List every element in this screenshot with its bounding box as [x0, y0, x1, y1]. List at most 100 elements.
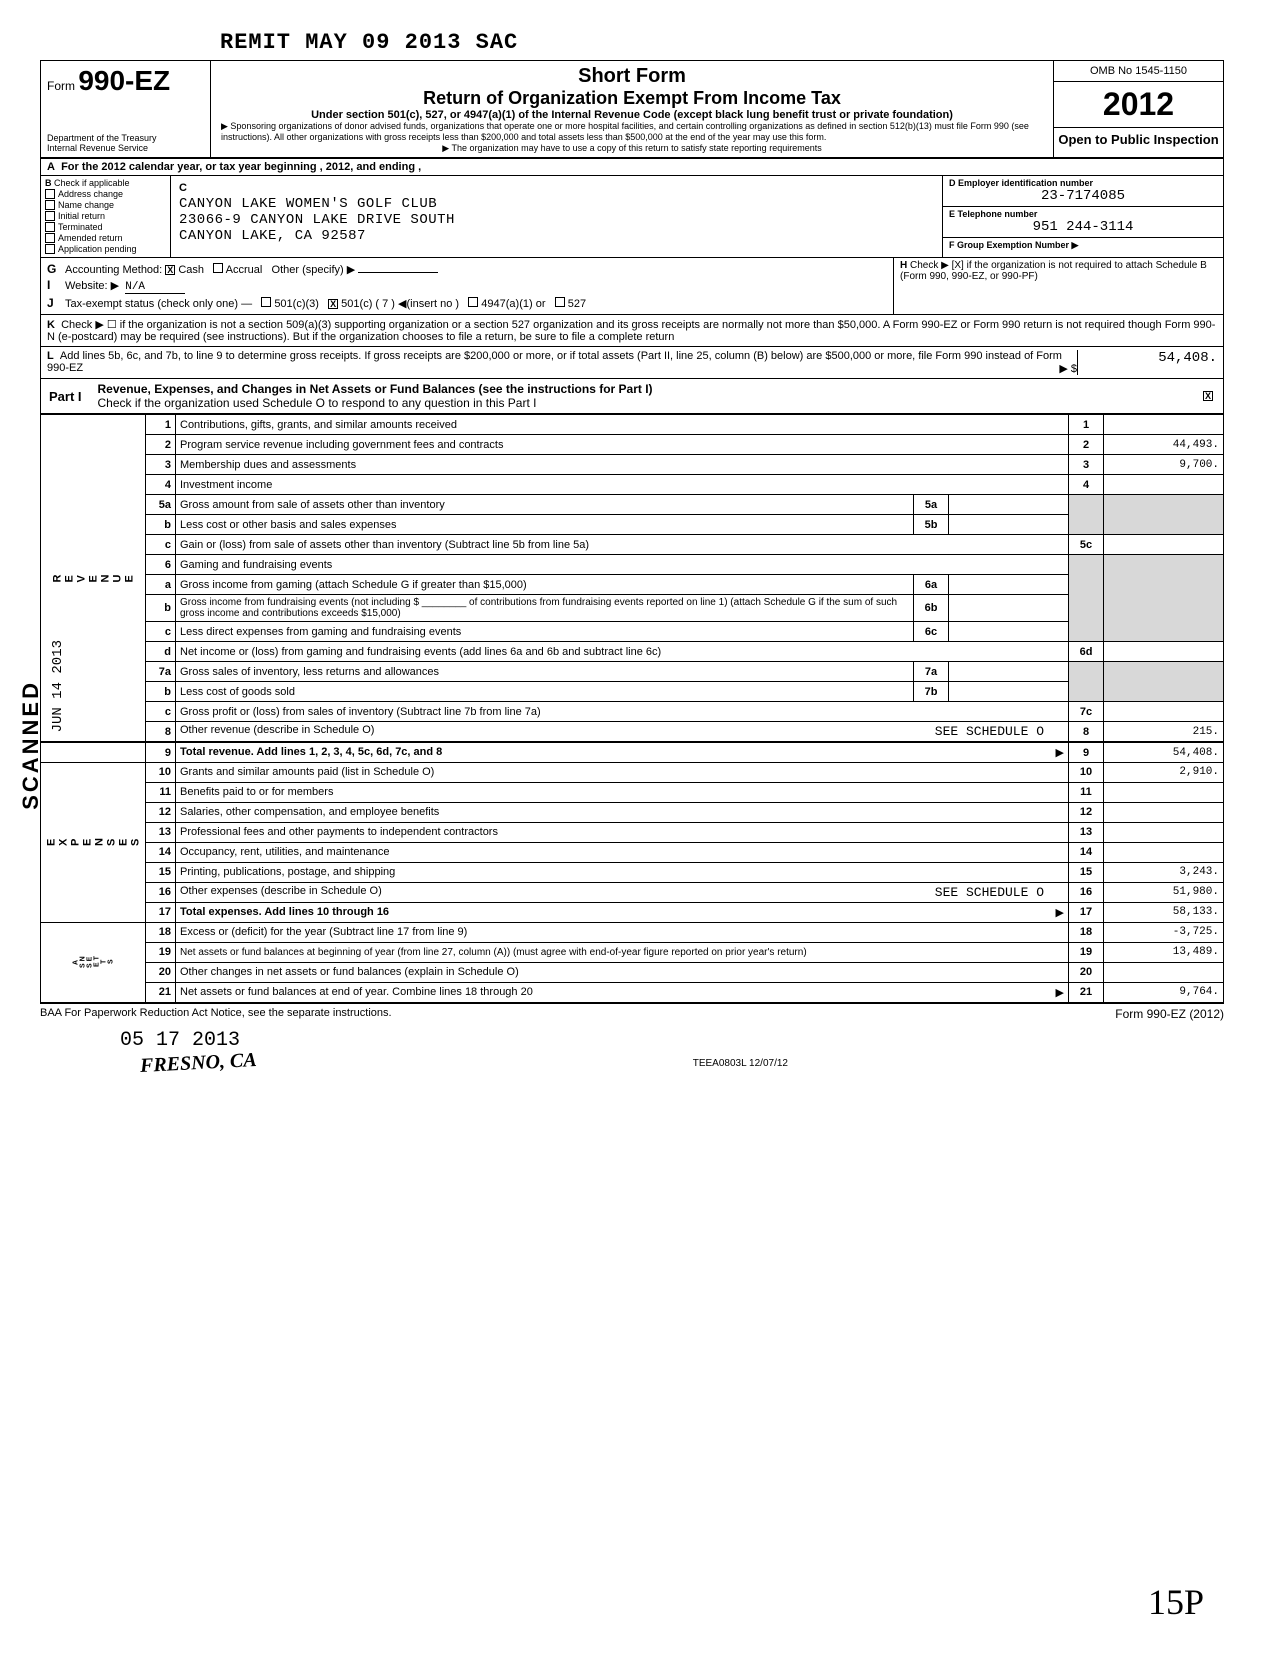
line-7a-desc: Gross sales of inventory, less returns a…	[176, 662, 914, 682]
part-1-title: Revenue, Expenses, and Changes in Net As…	[98, 382, 653, 396]
line-21-desc: Net assets or fund balances at end of ye…	[180, 986, 533, 998]
main-table: REVENUE 1Contributions, gifts, grants, a…	[40, 414, 1224, 1003]
footer: BAA For Paperwork Reduction Act Notice, …	[40, 1003, 1224, 1021]
line-17-desc: Total expenses. Add lines 10 through 16	[180, 906, 389, 918]
lbl-amended: Amended return	[58, 233, 123, 243]
line-3-desc: Membership dues and assessments	[176, 455, 1069, 475]
group-exempt-label: F Group Exemption Number ▶	[949, 240, 1217, 251]
footer-left: BAA For Paperwork Reduction Act Notice, …	[40, 1007, 392, 1021]
line-4-desc: Investment income	[176, 475, 1069, 495]
lbl-4947: 4947(a)(1) or	[481, 298, 545, 310]
line-19-desc: Net assets or fund balances at beginning…	[176, 942, 1069, 962]
chk-amended[interactable]	[45, 233, 55, 243]
line-18-amt: -3,725.	[1104, 922, 1224, 942]
part-1-header: Part I Revenue, Expenses, and Changes in…	[40, 379, 1224, 414]
chk-cash[interactable]	[165, 265, 175, 275]
row-a: A For the 2012 calendar year, or tax yea…	[40, 159, 1224, 176]
line-1-desc: Contributions, gifts, grants, and simila…	[176, 415, 1069, 435]
line-16-amt: 51,980.	[1104, 882, 1224, 902]
line-6a-sn: 6a	[914, 575, 949, 595]
chk-501c[interactable]	[328, 299, 338, 309]
line-10-amt: 2,910.	[1104, 762, 1224, 782]
line-3-amt: 9,700.	[1104, 455, 1224, 475]
lbl-other: Other (specify) ▶	[272, 264, 356, 276]
line-8-amt: 215.	[1104, 722, 1224, 743]
line-5b-desc: Less cost or other basis and sales expen…	[176, 515, 914, 535]
line-9-amt: 54,408.	[1104, 742, 1224, 762]
line-12-desc: Salaries, other compensation, and employ…	[176, 802, 1069, 822]
line-16-note: SEE SCHEDULE O	[935, 885, 1044, 900]
chk-4947[interactable]	[468, 297, 478, 307]
line-4-amt	[1104, 475, 1224, 495]
row-l: L Add lines 5b, 6c, and 7b, to line 9 to…	[40, 347, 1224, 379]
lbl-527: 527	[568, 298, 586, 310]
date-stamp: 05 17 2013	[120, 1029, 1224, 1052]
line-15-amt: 3,243.	[1104, 862, 1224, 882]
phone-value: 951 244-3114	[949, 219, 1217, 235]
org-addr2: CANYON LAKE, CA 92587	[179, 228, 366, 244]
row-i-label: Website: ▶	[65, 280, 119, 292]
lbl-terminated: Terminated	[58, 222, 103, 232]
chk-pending[interactable]	[45, 244, 55, 254]
line-6c-sn: 6c	[914, 622, 949, 642]
lbl-pending: Application pending	[58, 244, 137, 254]
line-17-amt: 58,133.	[1104, 902, 1224, 922]
open-inspection: Open to Public Inspection	[1054, 128, 1223, 151]
line-5c-desc: Gain or (loss) from sale of assets other…	[176, 535, 1069, 555]
chk-527[interactable]	[555, 297, 565, 307]
chk-501c3[interactable]	[261, 297, 271, 307]
form-prefix: Form	[47, 79, 75, 93]
chk-name-change[interactable]	[45, 200, 55, 210]
line-7a-sn: 7a	[914, 662, 949, 682]
dept-label: Department of the Treasury Internal Reve…	[47, 134, 204, 154]
line-6-desc: Gaming and fundraising events	[176, 555, 1069, 575]
lbl-cash: Cash	[178, 264, 204, 276]
block-b-c-d-e-f: B Check if applicable Address change Nam…	[40, 176, 1224, 258]
line-9-desc: Total revenue. Add lines 1, 2, 3, 4, 5c,…	[180, 746, 442, 758]
line-2-amt: 44,493.	[1104, 435, 1224, 455]
line-1-amt	[1104, 415, 1224, 435]
line-11-desc: Benefits paid to or for members	[176, 782, 1069, 802]
line-15-desc: Printing, publications, postage, and shi…	[176, 862, 1069, 882]
row-l-amount: 54,408.	[1077, 350, 1217, 375]
lbl-501c3: 501(c)(3)	[274, 298, 319, 310]
ein-value: 23-7174085	[949, 188, 1217, 204]
col-b-label: Check if applicable	[54, 178, 130, 188]
row-k: K Check ▶ ☐ if the organization is not a…	[40, 315, 1224, 347]
lbl-501c: 501(c) ( 7 ) ◀(insert no )	[341, 298, 459, 310]
form-header: Form 990-EZ Department of the Treasury I…	[40, 60, 1224, 159]
row-j-label: Tax-exempt status (check only one) —	[65, 298, 252, 310]
lbl-name-change: Name change	[58, 200, 114, 210]
line-5b-sn: 5b	[914, 515, 949, 535]
title-return: Return of Organization Exempt From Incom…	[221, 88, 1043, 109]
title-short-form: Short Form	[221, 65, 1043, 88]
line-14-desc: Occupancy, rent, utilities, and maintena…	[176, 842, 1069, 862]
chk-accrual[interactable]	[213, 263, 223, 273]
arrow-icon: ▶	[1056, 746, 1064, 759]
tax-year: 2012	[1054, 82, 1223, 128]
chk-initial-return[interactable]	[45, 211, 55, 221]
handwritten-number: 15P	[1148, 1581, 1204, 1623]
org-name: CANYON LAKE WOMEN'S GOLF CLUB	[179, 196, 437, 212]
line-8-desc: Other revenue (describe in Schedule O)	[180, 724, 374, 736]
line-19-amt: 13,489.	[1104, 942, 1224, 962]
part-1-checkbox[interactable]	[1203, 391, 1213, 401]
line-5a-sn: 5a	[914, 495, 949, 515]
line-6c-desc: Less direct expenses from gaming and fun…	[176, 622, 914, 642]
top-stamp: REMIT MAY 09 2013 SAC	[220, 30, 1224, 55]
row-a-text: For the 2012 calendar year, or tax year …	[61, 161, 421, 173]
side-expenses: EXPENSES	[41, 762, 146, 922]
line-8-note: SEE SCHEDULE O	[935, 724, 1044, 739]
line-7b-sn: 7b	[914, 682, 949, 702]
line-6d-desc: Net income or (loss) from gaming and fun…	[176, 642, 1069, 662]
chk-address-change[interactable]	[45, 189, 55, 199]
line-6b-desc: Gross income from fundraising events (no…	[176, 595, 914, 622]
line-7c-desc: Gross profit or (loss) from sales of inv…	[176, 702, 1069, 722]
form-number: 990-EZ	[78, 65, 170, 96]
lbl-initial-return: Initial return	[58, 211, 105, 221]
rows-g-i-j-h: GAccounting Method: Cash Accrual Other (…	[40, 258, 1224, 315]
chk-terminated[interactable]	[45, 222, 55, 232]
ein-label: D Employer identification number	[949, 178, 1217, 188]
line-5a-desc: Gross amount from sale of assets other t…	[176, 495, 914, 515]
header-note-2: ▶ The organization may have to use a cop…	[221, 143, 1043, 154]
